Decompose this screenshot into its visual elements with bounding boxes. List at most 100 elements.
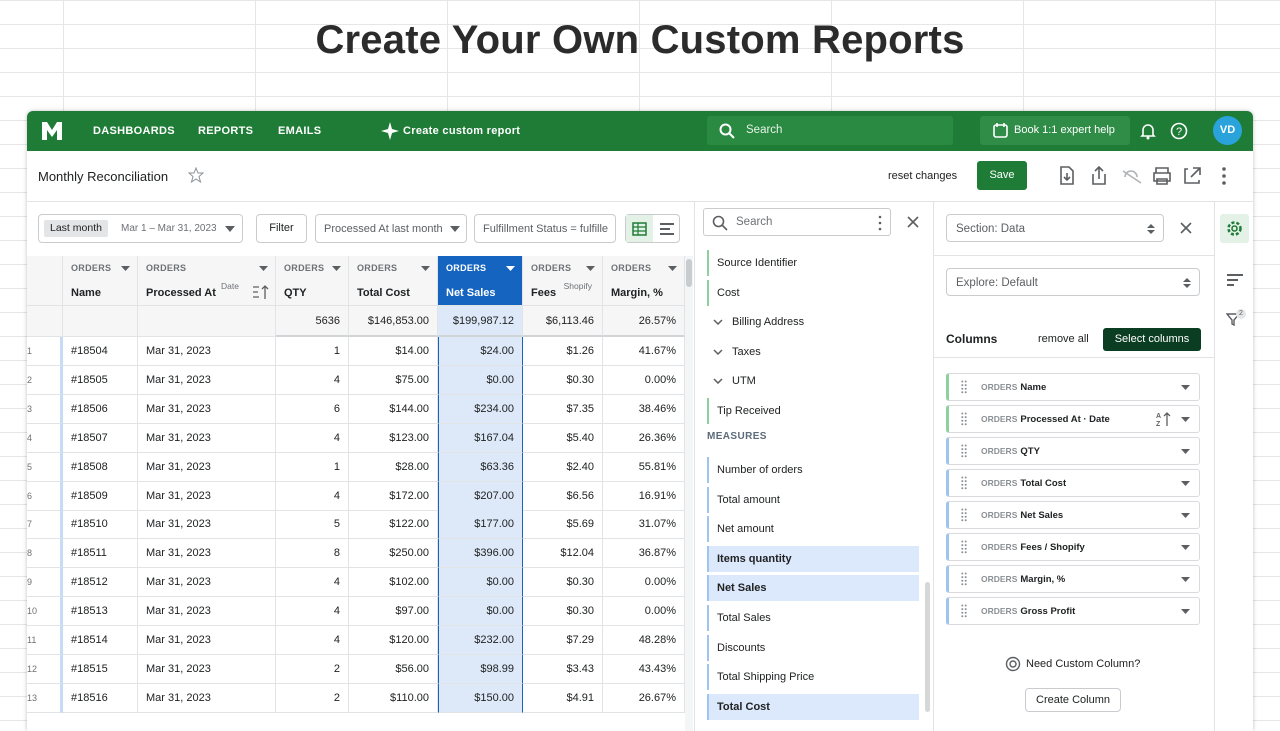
reset-link[interactable]: reset changes (888, 170, 958, 182)
drag-handle[interactable] (961, 444, 967, 458)
row-number: 4 (27, 423, 63, 453)
section-select[interactable]: Section: Data (946, 214, 1164, 242)
caret[interactable] (1181, 577, 1190, 582)
search-placeholder: Search (746, 124, 783, 136)
column-header[interactable]: ORDERS Total Cost (349, 256, 438, 306)
caret[interactable] (1181, 609, 1190, 614)
table-cell: Mar 31, 2023 (138, 337, 276, 366)
column-item[interactable]: ORDERS Name (946, 373, 1200, 401)
column-header[interactable]: ORDERS QTY (276, 256, 349, 306)
processed-filter[interactable]: Processed At last month (315, 214, 467, 243)
filter-button[interactable]: Filter (256, 214, 307, 243)
column-item[interactable]: ORDERS Total Cost (946, 469, 1200, 497)
save-button[interactable]: Save (977, 161, 1027, 190)
close-icon[interactable] (907, 216, 919, 228)
field-item[interactable]: Total Sales (707, 605, 919, 631)
field-item[interactable]: Taxes (707, 339, 919, 365)
field-search[interactable]: Search (703, 208, 891, 236)
sort-icon[interactable]: AZ (1155, 411, 1171, 427)
field-item[interactable]: Items quantity (707, 545, 919, 572)
expert-help-button[interactable]: Book 1:1 expert help (980, 116, 1130, 145)
expand-icon[interactable] (713, 378, 723, 384)
close-icon[interactable] (1180, 222, 1192, 234)
date-filter[interactable]: Last month Mar 1 – Mar 31, 2023 (38, 214, 243, 243)
caret[interactable] (121, 266, 130, 271)
column-name: Processed At · Date (1020, 414, 1110, 425)
field-item[interactable]: Total Cost (707, 693, 919, 720)
caret[interactable] (668, 266, 677, 271)
caret[interactable] (332, 266, 341, 271)
table-cell: 2 (276, 683, 349, 713)
remove-all-link[interactable]: remove all (1038, 333, 1089, 345)
column-header[interactable]: ORDERS Net Sales (438, 256, 523, 306)
column-header[interactable]: ORDERS Name (63, 256, 138, 306)
nav-link[interactable]: REPORTS (198, 125, 254, 137)
field-item[interactable]: UTM (707, 368, 919, 394)
more-icon[interactable] (878, 215, 882, 231)
column-header[interactable]: ORDERS Processed At Date (138, 256, 276, 306)
search-icon (712, 215, 728, 231)
field-item[interactable]: Cost (707, 279, 919, 306)
divider (934, 357, 1214, 358)
avatar[interactable]: VD (1213, 116, 1242, 145)
column-item[interactable]: ORDERS Margin, % (946, 565, 1200, 593)
toolbar-icons[interactable] (1057, 165, 1247, 187)
nav-link[interactable]: EMAILS (278, 125, 322, 137)
create-report-link[interactable]: Create custom report (403, 125, 521, 137)
field-item[interactable]: Total amount (707, 486, 919, 513)
sort-tab[interactable] (1226, 273, 1244, 287)
expand-icon[interactable] (713, 348, 723, 355)
help-icon[interactable]: ? (1170, 122, 1188, 140)
drag-handle[interactable] (961, 572, 967, 586)
field-item[interactable]: Tip Received (707, 397, 919, 424)
field-item[interactable]: Net Sales (707, 575, 919, 602)
column-item[interactable]: ORDERS Net Sales (946, 501, 1200, 529)
table-cell: $56.00 (349, 654, 438, 684)
column-item[interactable]: ORDERS Fees / Shopify (946, 533, 1200, 561)
drag-handle[interactable] (961, 604, 967, 618)
caret[interactable] (1181, 449, 1190, 454)
field-item[interactable]: Discounts (707, 634, 919, 661)
field-item[interactable]: Net amount (707, 516, 919, 543)
column-item[interactable]: ORDERS Gross Profit (946, 597, 1200, 625)
table-cell: Mar 31, 2023 (138, 481, 276, 511)
create-column-button[interactable]: Create Column (1025, 688, 1121, 712)
column-header[interactable]: ORDERS Margin, % (603, 256, 685, 306)
drag-handle[interactable] (961, 476, 967, 490)
caret[interactable] (259, 266, 268, 271)
drag-handle[interactable] (961, 508, 967, 522)
nav-link[interactable]: DASHBOARDS (93, 125, 175, 137)
settings-tab[interactable] (1220, 214, 1249, 243)
caret[interactable] (506, 266, 515, 271)
field-item[interactable]: Total Shipping Price (707, 664, 919, 691)
drag-handle[interactable] (961, 540, 967, 554)
caret[interactable] (1181, 481, 1190, 486)
caret[interactable] (1181, 513, 1190, 518)
column-item[interactable]: ORDERS Processed At · Date A Z (946, 405, 1200, 433)
field-item[interactable]: Billing Address (707, 309, 919, 335)
field-item[interactable]: Source Identifier (707, 250, 919, 276)
sort-icon[interactable] (252, 284, 270, 300)
column-header[interactable]: ORDERS Fees Shopify (523, 256, 603, 306)
search-box[interactable]: Search (707, 116, 953, 145)
expand-icon[interactable] (713, 319, 723, 325)
field-item[interactable]: Number of orders (707, 457, 919, 483)
explore-select[interactable]: Explore: Default (946, 268, 1200, 296)
fulfillment-filter[interactable]: Fulfillment Status = fulfille (474, 214, 616, 243)
column-group: ORDERS (284, 263, 325, 273)
table-cell: 0.00% (603, 365, 685, 395)
column-item[interactable]: ORDERS QTY (946, 437, 1200, 465)
caret[interactable] (1181, 417, 1190, 422)
caret[interactable] (421, 266, 430, 271)
view-toggle[interactable] (625, 214, 680, 243)
star-icon[interactable] (188, 167, 204, 183)
drag-handle[interactable] (961, 412, 967, 426)
caret[interactable] (586, 266, 595, 271)
bell-icon[interactable] (1139, 122, 1157, 140)
scroll-thumb[interactable] (925, 582, 930, 712)
scroll-thumb[interactable] (686, 259, 692, 287)
select-columns-button[interactable]: Select columns (1103, 328, 1201, 351)
caret[interactable] (1181, 545, 1190, 550)
caret[interactable] (1181, 385, 1190, 390)
drag-handle[interactable] (961, 380, 967, 394)
